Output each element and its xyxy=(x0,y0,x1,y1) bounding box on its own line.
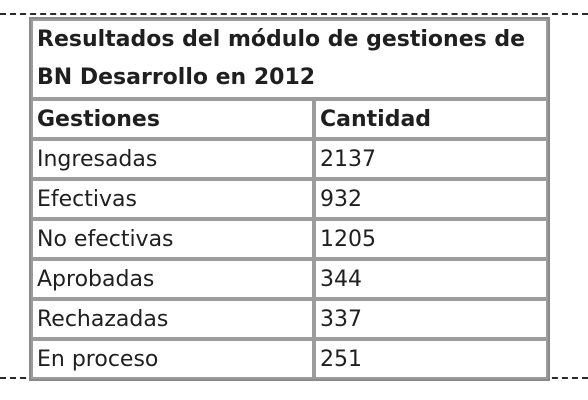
table-row: Aprobadas 344 xyxy=(31,259,548,299)
cantidad-value: 932 xyxy=(314,179,548,219)
cantidad-value: 1205 xyxy=(314,219,548,259)
cantidad-value: 251 xyxy=(314,339,548,379)
table-row: Rechazadas 337 xyxy=(31,299,548,339)
table-row: No efectivas 1205 xyxy=(31,219,548,259)
gestion-label: Aprobadas xyxy=(31,259,314,299)
header-gestiones: Gestiones xyxy=(31,99,314,139)
table-row: En proceso 251 xyxy=(31,339,548,379)
table-row: Ingresadas 2137 xyxy=(31,139,548,179)
table-header-row: Gestiones Cantidad xyxy=(31,99,548,139)
table-row: Efectivas 932 xyxy=(31,179,548,219)
table-title: Resultados del módulo de gestiones de BN… xyxy=(31,19,548,99)
cantidad-value: 337 xyxy=(314,299,548,339)
gestion-label: Ingresadas xyxy=(31,139,314,179)
table-title-row: Resultados del módulo de gestiones de BN… xyxy=(31,19,548,99)
gestion-label: Rechazadas xyxy=(31,299,314,339)
cantidad-value: 344 xyxy=(314,259,548,299)
header-cantidad: Cantidad xyxy=(314,99,548,139)
gestion-label: En proceso xyxy=(31,339,314,379)
gestion-label: No efectivas xyxy=(31,219,314,259)
dashed-separator-top xyxy=(0,13,588,15)
cantidad-value: 2137 xyxy=(314,139,548,179)
results-table: Resultados del módulo de gestiones de BN… xyxy=(29,17,550,381)
gestion-label: Efectivas xyxy=(31,179,314,219)
